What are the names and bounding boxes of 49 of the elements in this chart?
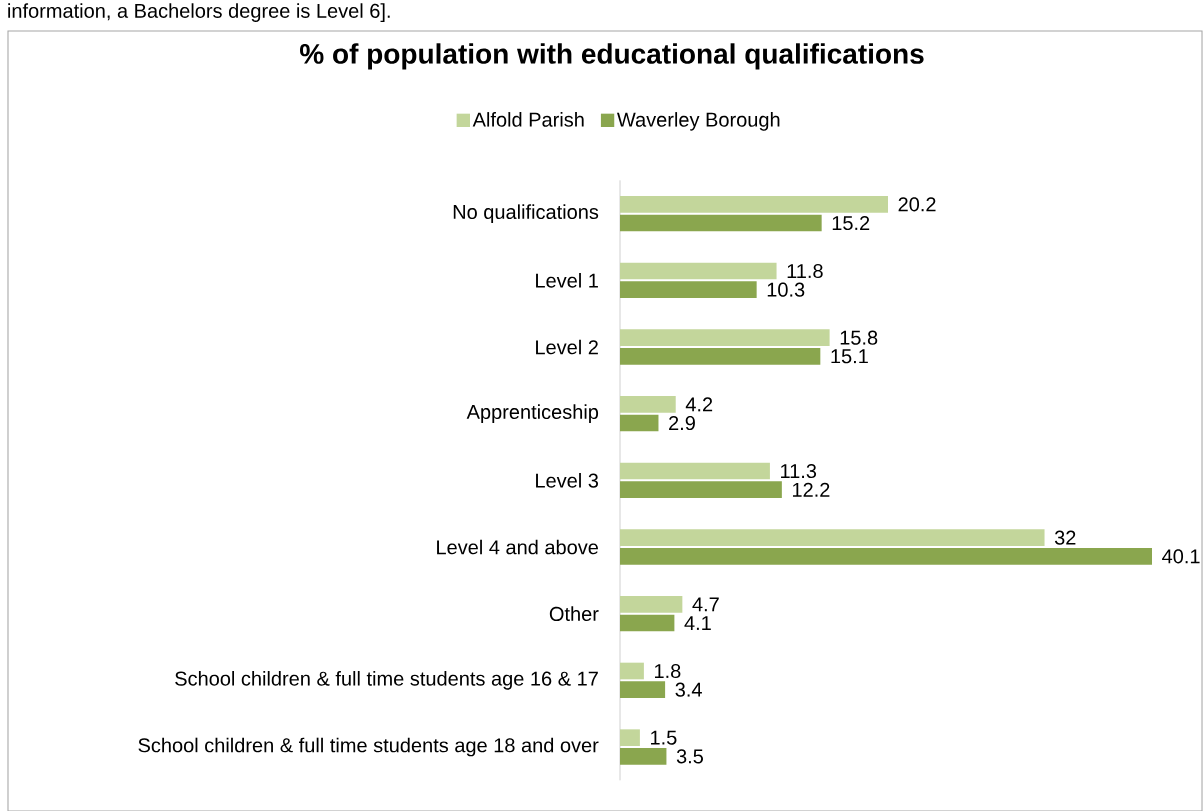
y-tick-label: School children & full time students age 18 and over <box>138 737 599 757</box>
data-label: 1.8 <box>655 663 681 679</box>
bar <box>620 462 770 480</box>
bar <box>620 414 659 432</box>
bar <box>620 348 821 365</box>
bar <box>620 329 830 346</box>
data-label: 3.5 <box>676 749 703 764</box>
bar <box>620 729 640 747</box>
data-label: 32 <box>1054 530 1076 545</box>
legend-label: Waverley Borough <box>617 112 780 131</box>
data-label: 12.2 <box>792 482 830 497</box>
y-tick-label: No qualifications <box>453 204 599 223</box>
bar <box>620 548 1152 565</box>
data-label: 15.8 <box>840 330 878 345</box>
bar <box>620 662 644 680</box>
data-label: 15.2 <box>832 215 870 231</box>
data-label: 20.2 <box>898 197 936 212</box>
bar <box>620 529 1045 547</box>
data-label: 4.1 <box>684 616 711 630</box>
bar <box>620 262 777 280</box>
data-label: 3.4 <box>675 682 702 697</box>
data-label: 2.9 <box>669 415 695 431</box>
bar <box>620 281 757 298</box>
bar <box>620 214 822 232</box>
y-tick-label: Level 3 <box>536 473 599 488</box>
bar <box>620 396 676 413</box>
data-label: 11.8 <box>787 263 823 279</box>
data-label: 11.3 <box>781 463 817 479</box>
chart-title: % of population with educational qualifications <box>300 43 924 70</box>
y-tick-label: Level 1 <box>536 272 598 288</box>
bar <box>620 681 666 699</box>
data-label: 40.1 <box>1162 549 1200 564</box>
y-tick-label: Level 2 <box>536 339 598 355</box>
bar <box>620 196 888 213</box>
y-tick-label: Other <box>549 606 599 622</box>
data-label: 4.7 <box>692 597 719 612</box>
y-tick-label: School children & full time students age 16 & 17 <box>175 671 598 690</box>
data-label: 1.5 <box>651 730 677 745</box>
y-tick-label: Level 4 and above <box>437 539 598 555</box>
data-label: 4.2 <box>685 397 713 412</box>
data-label: 15.1 <box>831 349 868 364</box>
bar <box>620 596 683 613</box>
legend-label: Alfold Parish <box>472 112 584 127</box>
data-label: 10.3 <box>767 282 805 297</box>
bar <box>620 614 675 632</box>
bar <box>620 481 782 498</box>
y-tick-label: Apprenticeship <box>466 404 599 423</box>
text: information, a Bachelors degree is Level 6]. <box>8 3 390 22</box>
bar <box>620 748 667 765</box>
